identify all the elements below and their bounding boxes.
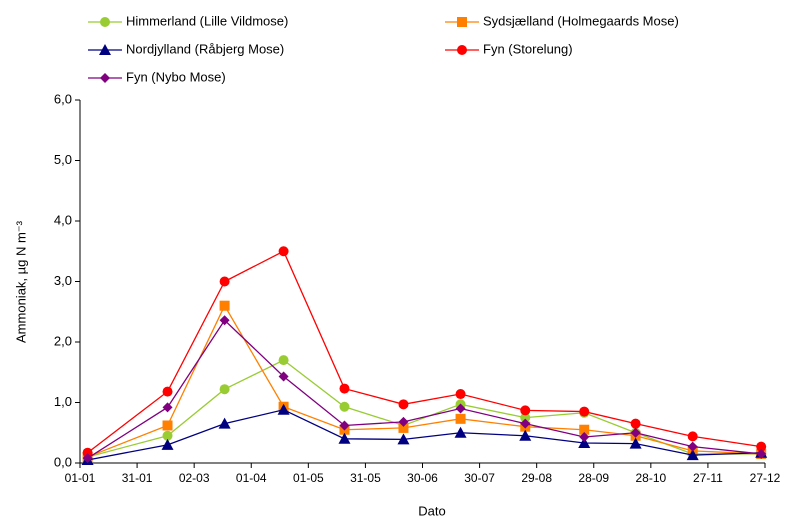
- x-tick-label: 02-03: [179, 471, 210, 485]
- x-axis-label: Dato: [418, 503, 445, 518]
- data-point: [339, 420, 350, 431]
- legend-label: Fyn (Nybo Mose): [126, 69, 226, 84]
- data-point: [339, 401, 350, 412]
- y-tick-label: 5,0: [54, 152, 72, 167]
- data-point: [218, 417, 231, 429]
- legend-label: Sydsjælland (Holmegaards Mose): [483, 13, 679, 28]
- data-point: [579, 424, 590, 435]
- x-tick-label: 28-09: [578, 471, 609, 485]
- x-tick-label: 31-01: [122, 471, 153, 485]
- data-point: [278, 355, 289, 366]
- legend-marker: [99, 44, 111, 55]
- legend-label: Fyn (Storelung): [483, 41, 573, 56]
- x-tick-label: 27-11: [693, 471, 723, 485]
- data-point: [520, 412, 531, 423]
- y-tick-label: 0,0: [54, 454, 72, 469]
- series-line: [87, 304, 762, 458]
- data-point: [398, 416, 409, 427]
- data-point: [629, 437, 642, 449]
- data-point: [397, 433, 410, 445]
- data-point: [630, 427, 641, 438]
- y-tick-label: 6,0: [54, 91, 72, 106]
- data-point: [277, 403, 290, 415]
- x-tick-label: 30-07: [464, 471, 495, 485]
- x-tick-label: 27-12: [750, 471, 781, 485]
- data-point: [756, 441, 767, 452]
- y-tick-label: 2,0: [54, 333, 72, 348]
- data-point: [455, 413, 466, 424]
- data-point: [519, 429, 532, 441]
- data-point: [455, 389, 466, 400]
- series-line: [87, 250, 762, 454]
- data-point: [579, 406, 590, 417]
- data-point: [338, 432, 351, 444]
- data-point: [278, 371, 289, 382]
- data-point: [161, 438, 174, 450]
- x-tick-label: 29-08: [521, 471, 552, 485]
- series-line: [87, 319, 762, 459]
- y-axis-label: Ammoniak, µg N m⁻³: [13, 220, 28, 343]
- data-point: [278, 246, 289, 257]
- data-point: [339, 383, 350, 394]
- data-point: [756, 448, 767, 459]
- y-tick-label: 4,0: [54, 212, 72, 227]
- data-point: [687, 441, 698, 452]
- data-point: [162, 420, 173, 431]
- data-point: [578, 437, 591, 449]
- x-tick-label: 28-10: [635, 471, 666, 485]
- data-point: [630, 418, 641, 429]
- data-point: [520, 405, 531, 416]
- data-point: [455, 403, 466, 414]
- data-point: [162, 402, 173, 413]
- x-tick-label: 01-04: [236, 471, 267, 485]
- y-tick-label: 3,0: [54, 273, 72, 288]
- data-point: [82, 447, 93, 458]
- legend-label: Himmerland (Lille Vildmose): [126, 13, 288, 28]
- data-point: [219, 276, 230, 287]
- x-tick-label: 31-05: [350, 471, 381, 485]
- data-point: [686, 449, 699, 461]
- data-point: [454, 426, 467, 438]
- data-point: [82, 453, 93, 464]
- x-tick-label: 01-05: [293, 471, 324, 485]
- legend-label: Nordjylland (Råbjerg Mose): [126, 41, 284, 56]
- data-point: [219, 315, 230, 326]
- data-point: [687, 431, 698, 442]
- x-tick-label: 30-06: [407, 471, 438, 485]
- series-line: [87, 409, 762, 461]
- data-point: [579, 431, 590, 442]
- x-tick-label: 01-01: [65, 471, 96, 485]
- legend-marker: [100, 17, 110, 27]
- data-point: [219, 384, 230, 395]
- legend-marker: [457, 17, 467, 27]
- data-point: [219, 300, 230, 311]
- data-point: [398, 422, 409, 433]
- data-point: [162, 386, 173, 397]
- legend-marker: [100, 73, 110, 83]
- data-point: [162, 430, 173, 441]
- y-tick-label: 1,0: [54, 394, 72, 409]
- data-point: [520, 418, 531, 429]
- data-point: [398, 399, 409, 410]
- legend-marker: [457, 45, 467, 55]
